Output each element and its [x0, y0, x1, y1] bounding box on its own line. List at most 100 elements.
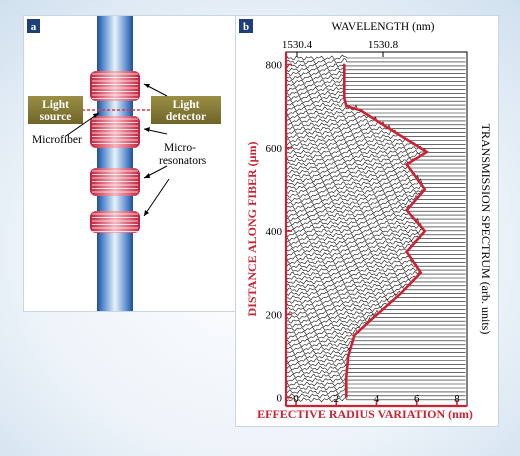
spectrum-trace [286, 262, 466, 269]
spectrum-trace [286, 217, 466, 226]
spectrum-trace [286, 133, 466, 140]
spectrum-trace [286, 90, 466, 96]
microresonators-label-1: Micro- [164, 142, 196, 154]
spectrum-trace [286, 141, 466, 147]
spectrum-trace [286, 160, 466, 167]
x-axis-title: EFFECTIVE RADIUS VARIATION (nm) [257, 407, 473, 421]
spectrum-trace [286, 74, 466, 80]
spectrum-trace [286, 86, 466, 92]
spectrum-trace [286, 251, 466, 258]
spectrum-trace [286, 67, 466, 73]
spectrum-trace [286, 124, 466, 132]
spectrum-trace [286, 317, 466, 324]
x-tick-label-8: 8 [454, 393, 460, 405]
spectrum-trace [286, 348, 466, 356]
spectrum-trace [286, 306, 466, 313]
spectrum-trace [286, 178, 466, 187]
spectrum-trace [286, 384, 466, 391]
spectrum-trace [286, 138, 466, 144]
spectrum-trace [286, 194, 466, 203]
spectrum-trace [286, 129, 466, 136]
axis-ticks: 0 200 400 600 800 0 2 4 6 8 [266, 52, 460, 406]
spectrum-trace [286, 329, 466, 336]
panel-b: b WAVELENGTH (nm) 1530.4 1530.8 0 200 400 6… [236, 16, 498, 426]
top-tick-label-1530-8: 1530.8 [368, 39, 399, 51]
spectrum-trace [286, 259, 466, 265]
spectrum-trace [286, 293, 466, 301]
spectrum-trace [286, 152, 466, 159]
x-tick-label-2: 2 [334, 393, 340, 405]
x-tick-label-0: 0 [293, 393, 299, 405]
spectrum-trace [286, 212, 466, 218]
y-tick-label-200: 200 [266, 309, 283, 321]
light-detector-label-1: Light [173, 99, 200, 111]
spectrum-trace [286, 188, 466, 195]
spectrum-trace [286, 174, 466, 183]
spectrum-trace [286, 326, 466, 332]
light-source-box [28, 96, 83, 124]
spectrum-trace [286, 208, 466, 215]
spectrum-trace [286, 54, 466, 61]
fiber-diagram: a Light source Light detector [27, 16, 221, 311]
microresonators-label-2: resonators [159, 155, 207, 167]
spectrum-trace [286, 278, 466, 285]
badge-a-label: a [31, 21, 37, 33]
spectrum-trace [286, 216, 466, 222]
y-tick-label-0: 0 [277, 393, 283, 405]
y-tick-label-600: 600 [266, 143, 283, 155]
spectrum-trace [286, 148, 466, 155]
spectrum-trace [286, 70, 466, 77]
spectrum-trace [286, 192, 466, 199]
spectrum-trace [286, 255, 466, 261]
spectrum-trace [286, 302, 466, 308]
spectrum-trace [286, 58, 466, 65]
spectrum-trace [286, 169, 466, 175]
top-axis-title: WAVELENGTH (nm) [332, 21, 435, 33]
microresonators-group [90, 71, 140, 233]
microresonator [90, 71, 140, 101]
transmission-chart: b WAVELENGTH (nm) 1530.4 1530.8 0 200 400 6… [239, 19, 493, 421]
spectrum-trace [286, 109, 466, 116]
spectrum-trace [286, 235, 466, 242]
spectrum-trace [286, 271, 466, 277]
spectrum-trace [286, 334, 466, 340]
spectrum-trace [286, 232, 466, 238]
spectrum-trace [286, 101, 466, 108]
spectrum-trace [286, 77, 466, 85]
spectrum-trace [286, 369, 466, 375]
transmission-spectra [286, 54, 466, 403]
spectrum-trace [286, 364, 466, 371]
spectrum-trace [286, 299, 466, 305]
arrow-heads [93, 84, 150, 216]
spectrum-trace [286, 104, 466, 112]
light-detector-label-2: detector [166, 111, 206, 123]
spectrum-trace [286, 114, 466, 120]
spectrum-trace [286, 228, 466, 234]
spectrum-trace [286, 286, 466, 293]
light-source-label-1: Light [42, 99, 69, 111]
spectrum-trace [286, 145, 466, 151]
spectrum-trace [286, 290, 466, 297]
light-detector-box [151, 96, 221, 124]
spectrum-trace [286, 200, 466, 206]
spectrum-trace [286, 381, 466, 387]
panel-a: a Light source Light detector [24, 16, 237, 311]
spectrum-trace [286, 157, 466, 163]
y-axis-title: DISTANCE ALONG FIBER (μm) [245, 142, 259, 317]
spectrum-trace [286, 373, 466, 379]
y-tick-label-800: 800 [266, 59, 283, 71]
spectrum-trace [286, 361, 466, 367]
spectrum-trace [286, 321, 466, 328]
spectrum-trace [286, 340, 466, 348]
light-source-label-2: source [40, 111, 72, 123]
spectrum-trace [286, 275, 466, 281]
y-tick-label-400: 400 [266, 226, 283, 238]
microfiber-label: Microfiber [32, 134, 82, 146]
spectrum-trace [286, 356, 466, 363]
spectrum-trace [286, 393, 466, 399]
spectrum-trace [286, 121, 466, 128]
spectrum-trace [286, 376, 466, 383]
spectrum-trace [286, 346, 466, 352]
plot-frame [285, 51, 468, 407]
spectrum-trace [286, 283, 466, 289]
